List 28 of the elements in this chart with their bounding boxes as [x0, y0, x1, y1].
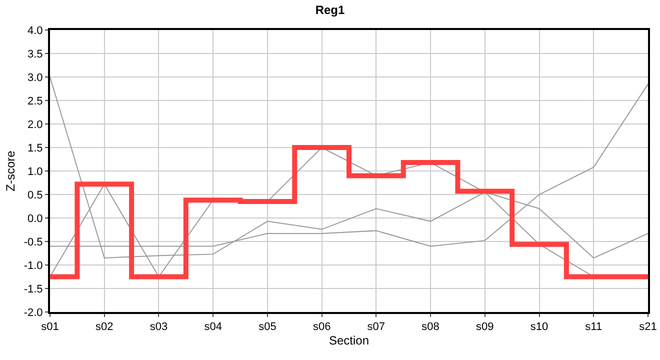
y-tick-label: 1.0 — [28, 166, 43, 178]
chart-title: Reg1 — [315, 2, 345, 17]
x-tick-label: s02 — [95, 321, 114, 334]
y-tick-label: 4.0 — [28, 24, 43, 37]
x-tick-label: s01 — [41, 321, 59, 334]
x-tick-label: s10 — [530, 321, 548, 334]
y-tick-label: 0.0 — [28, 212, 43, 225]
y-tick-label: -1.5 — [24, 283, 43, 296]
x-tick-label: s03 — [150, 321, 168, 334]
x-axis-title: Section — [328, 334, 370, 348]
x-tick-label: s04 — [204, 321, 222, 334]
y-tick-label: 0.5 — [28, 189, 43, 202]
x-tick-label: s21 — [639, 321, 657, 334]
x-tick-label: s08 — [422, 321, 440, 334]
y-tick-label: 2.0 — [28, 118, 43, 131]
x-tick-label: s05 — [258, 321, 276, 334]
y-tick-label: -2.0 — [24, 306, 43, 319]
x-tick-label: s09 — [476, 321, 494, 334]
y-tick-label: -1.0 — [24, 260, 43, 272]
y-tick-label: 3.0 — [28, 72, 43, 84]
x-tick-label: s07 — [367, 321, 386, 334]
y-tick-label: 2.5 — [28, 95, 43, 108]
y-axis-title: Z-score — [4, 150, 18, 192]
x-tick-label: s11 — [585, 321, 602, 334]
y-tick-label: 3.5 — [28, 48, 43, 60]
y-tick-label: 1.5 — [28, 142, 43, 154]
y-tick-label: -0.5 — [24, 236, 43, 248]
x-tick-label: s06 — [312, 321, 331, 334]
